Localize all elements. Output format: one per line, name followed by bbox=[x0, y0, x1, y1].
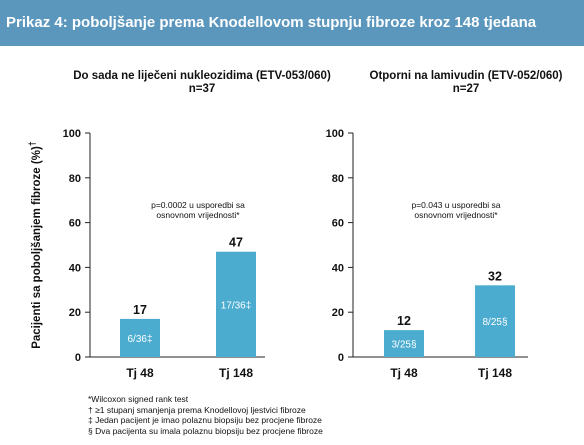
bar-1-1 bbox=[120, 318, 160, 357]
p-value-annotation: p=0.0002 u usporedbi sa bbox=[151, 200, 245, 210]
bar-value-label: 32 bbox=[488, 269, 502, 283]
bar-1-2 bbox=[216, 251, 256, 357]
bar-2-1 bbox=[384, 330, 424, 357]
bar-inner-label: 3/25§ bbox=[391, 340, 416, 351]
x-tick-label: Tj 48 bbox=[390, 366, 418, 380]
x-tick-label: Tj 148 bbox=[478, 366, 512, 380]
y-tick-label: 0 bbox=[338, 352, 344, 364]
p-value-annotation: osnovnom vrijednosti* bbox=[156, 210, 240, 220]
x-tick-label: Tj 148 bbox=[219, 366, 253, 380]
y-tick-label: 60 bbox=[332, 218, 344, 230]
footnote-wilcoxon: *Wilcoxon signed rank test bbox=[88, 394, 189, 404]
panel-1-title: Do sada ne liječeni nukleozidima (ETV-05… bbox=[73, 70, 331, 82]
footnote-section: § Dva pacijenta su imala polaznu biopsij… bbox=[88, 425, 323, 436]
y-axis-label: Pacijenti sa poboljšanjem fibroze (%)† bbox=[27, 141, 43, 349]
panel-2-title: Otporni na lamivudin (ETV-052/060) bbox=[370, 70, 563, 82]
y-tick-label: 20 bbox=[69, 307, 81, 319]
y-tick-label: 100 bbox=[63, 128, 81, 140]
bar-inner-label: 6/36‡ bbox=[127, 334, 152, 345]
y-tick-label: 60 bbox=[69, 218, 81, 230]
footnote-dagger: † ≥1 stupanj smanjenja prema Knodellovoj… bbox=[88, 404, 306, 415]
p-value-annotation: osnovnom vrijednosti* bbox=[414, 210, 498, 220]
panel-1-subtitle: n=37 bbox=[189, 83, 216, 95]
y-tick-label: 40 bbox=[69, 262, 81, 274]
y-tick-label: 0 bbox=[75, 352, 81, 364]
bar-inner-label: 17/36‡ bbox=[221, 300, 252, 311]
y-tick-label: 40 bbox=[332, 262, 344, 274]
bar-2-2 bbox=[475, 285, 515, 357]
footnotes: *Wilcoxon signed rank test † ≥1 stupanj … bbox=[88, 394, 323, 436]
bar-value-label: 17 bbox=[133, 303, 147, 317]
bar-value-label: 12 bbox=[397, 314, 411, 328]
bar-inner-label: 8/25§ bbox=[482, 317, 507, 328]
y-tick-label: 80 bbox=[332, 173, 344, 185]
x-tick-label: Tj 48 bbox=[126, 366, 154, 380]
p-value-annotation: p=0.043 u usporedbi sa bbox=[411, 200, 500, 210]
y-tick-label: 20 bbox=[332, 307, 344, 319]
y-tick-label: 80 bbox=[69, 173, 81, 185]
footnote-double-dagger: ‡ Jedan pacijent je imao polaznu biopsij… bbox=[88, 415, 322, 425]
fibrosis-chart: Pacijenti sa poboljšanjem fibroze (%)† Do… bbox=[27, 70, 563, 380]
panel-2-subtitle: n=27 bbox=[453, 83, 480, 95]
page-title: Prikaz 4: poboljšanje prema Knodellovom … bbox=[0, 0, 584, 46]
y-tick-label: 100 bbox=[326, 128, 344, 140]
bar-value-label: 47 bbox=[229, 236, 243, 250]
